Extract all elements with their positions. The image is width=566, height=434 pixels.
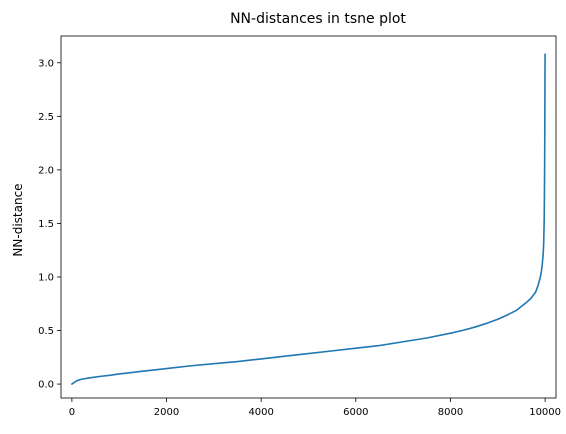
x-tick-label: 8000 [438,407,463,418]
plot-area-frame [60,35,557,399]
x-tick-label: 4000 [248,407,273,418]
chart-title: NN-distances in tsne plot [230,11,406,27]
y-axis-label: NN-distance [11,183,25,256]
y-tick-label: 2.0 [38,165,54,176]
y-axis-ticks: 0.0 0.5 1.0 1.5 2.0 2.5 3.0 [38,58,61,391]
x-tick-label: 2000 [154,407,179,418]
y-tick-label: 0.0 [38,380,54,391]
x-axis-ticks: 0 2000 4000 6000 8000 10000 [69,398,561,418]
plot-series [71,53,546,385]
nn-distance-series-line [71,53,546,385]
y-tick-label: 1.0 [38,272,54,283]
y-tick-label: 3.0 [38,58,54,69]
x-tick-label: 6000 [343,407,368,418]
y-tick-label: 0.5 [38,326,54,337]
x-tick-label: 0 [69,407,75,418]
y-tick-label: 2.5 [38,112,54,123]
x-tick-label: 10000 [529,407,561,418]
y-tick-label: 1.5 [38,219,54,230]
